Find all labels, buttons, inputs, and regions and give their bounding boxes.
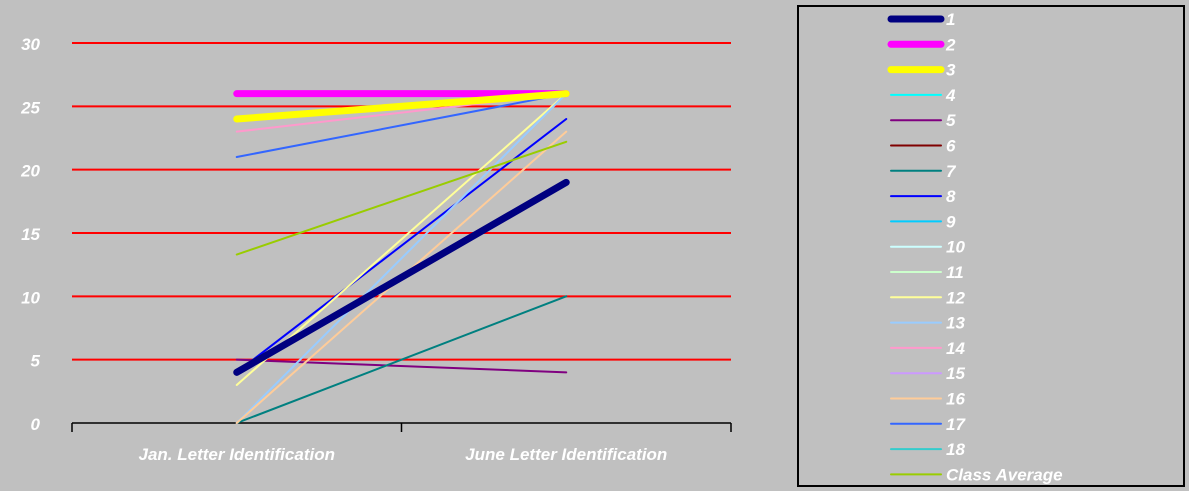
legend-label: 12 [946, 288, 965, 307]
y-tick-label: 30 [21, 35, 40, 54]
x-tick-label: Jan. Letter Identification [139, 445, 335, 464]
legend-label: 17 [946, 415, 966, 434]
y-tick-label: 0 [31, 415, 41, 434]
legend: 1 2 3 4 5 6 7 8 9 10 11 12 13 14 15 16 17 18 Class Average [797, 5, 1185, 487]
series-line-8 [235, 118, 568, 374]
legend-label: 5 [946, 111, 956, 130]
series-line-13 [235, 92, 568, 424]
legend-label: 1 [946, 10, 955, 29]
y-tick-label: 25 [20, 98, 40, 117]
legend-label: 3 [946, 61, 956, 80]
y-tick-label: 15 [21, 225, 40, 244]
y-tick-label: 10 [21, 288, 40, 307]
series-line-class-average [235, 140, 568, 256]
legend-label: 8 [946, 187, 956, 206]
legend-label: 11 [946, 263, 964, 282]
legend-label: 16 [946, 390, 965, 409]
legend-label: 9 [946, 212, 956, 231]
legend-label: 6 [946, 137, 956, 156]
series-line-5 [235, 358, 568, 374]
x-tick-label: June Letter Identification [465, 445, 667, 464]
y-tick-label: 5 [31, 352, 41, 371]
series-line-3 [233, 90, 570, 123]
plot-area: 0 5 10 15 20 25 30 Jan. Letter Identification Ju… [20, 35, 732, 464]
legend-label: Class Average [946, 465, 1063, 484]
series-line-12 [235, 92, 568, 386]
legend-label: 2 [945, 35, 956, 54]
legend-label: 4 [945, 86, 956, 105]
legend-label: 14 [946, 339, 965, 358]
series-line-7 [235, 295, 568, 424]
y-tick-label: 20 [20, 162, 40, 181]
legend-label: 13 [946, 314, 965, 333]
legend-label: 15 [946, 364, 965, 383]
series-line-1 [233, 178, 570, 376]
series-line-17 [235, 92, 568, 158]
legend-label: 10 [946, 238, 965, 257]
legend-label: 18 [946, 440, 965, 459]
legend-label: 7 [946, 162, 957, 181]
